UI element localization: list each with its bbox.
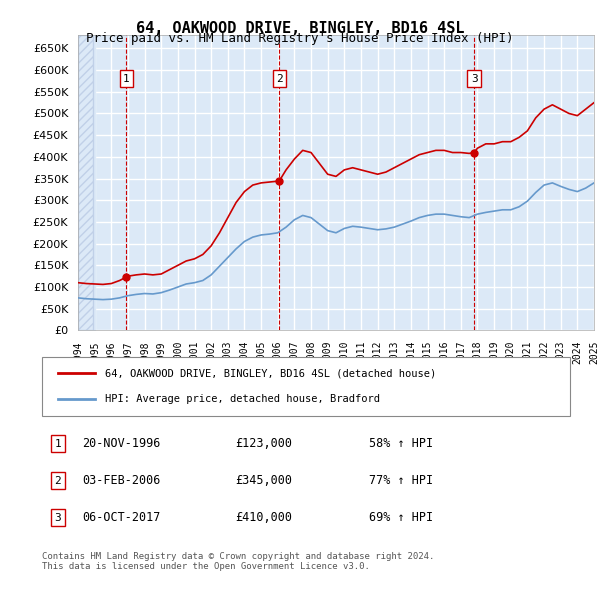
Text: 1: 1: [123, 74, 130, 84]
Text: 69% ↑ HPI: 69% ↑ HPI: [369, 511, 433, 524]
Text: HPI: Average price, detached house, Bradford: HPI: Average price, detached house, Brad…: [106, 395, 380, 404]
Text: £123,000: £123,000: [235, 437, 292, 450]
Text: 64, OAKWOOD DRIVE, BINGLEY, BD16 4SL: 64, OAKWOOD DRIVE, BINGLEY, BD16 4SL: [136, 21, 464, 35]
Text: Contains HM Land Registry data © Crown copyright and database right 2024.
This d: Contains HM Land Registry data © Crown c…: [42, 552, 434, 571]
Text: 2: 2: [276, 74, 283, 84]
Text: £345,000: £345,000: [235, 474, 292, 487]
Text: 58% ↑ HPI: 58% ↑ HPI: [369, 437, 433, 450]
Text: 20-NOV-1996: 20-NOV-1996: [82, 437, 160, 450]
Text: 03-FEB-2006: 03-FEB-2006: [82, 474, 160, 487]
Text: £410,000: £410,000: [235, 511, 292, 524]
Text: 77% ↑ HPI: 77% ↑ HPI: [369, 474, 433, 487]
Bar: [78, 35, 93, 330]
Text: 2: 2: [55, 476, 61, 486]
Text: 3: 3: [471, 74, 478, 84]
Text: Price paid vs. HM Land Registry's House Price Index (HPI): Price paid vs. HM Land Registry's House …: [86, 32, 514, 45]
Text: 3: 3: [55, 513, 61, 523]
Bar: [78, 35, 95, 330]
Text: 64, OAKWOOD DRIVE, BINGLEY, BD16 4SL (detached house): 64, OAKWOOD DRIVE, BINGLEY, BD16 4SL (de…: [106, 369, 437, 378]
Text: 06-OCT-2017: 06-OCT-2017: [82, 511, 160, 524]
FancyBboxPatch shape: [42, 357, 570, 416]
Text: 1: 1: [55, 438, 61, 448]
